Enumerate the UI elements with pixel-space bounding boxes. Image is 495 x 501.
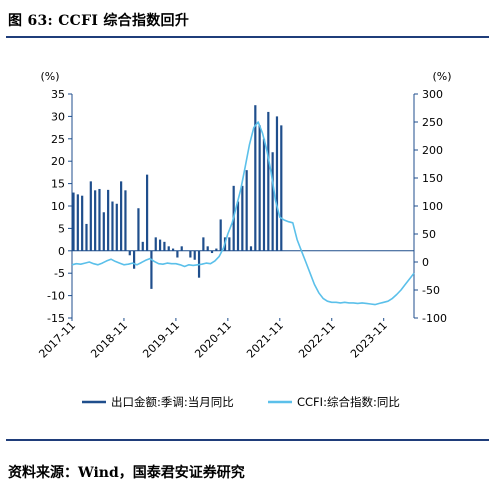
export-bar	[210, 250, 214, 254]
left-axis-unit: (%)	[40, 70, 59, 83]
export-bar	[150, 250, 153, 289]
export-bar	[267, 111, 270, 251]
source-note: 资料来源：Wind，国泰君安证券研究	[8, 465, 245, 481]
export-bar	[102, 212, 105, 251]
right-tick-label: 250	[422, 116, 443, 129]
export-bar	[85, 223, 88, 251]
legend: 出口金额:季调:当月同比 CCFI:综合指数:同比	[82, 395, 400, 409]
x-tick-label: 2020-11	[192, 319, 234, 361]
export-bar	[236, 201, 240, 251]
export-bar	[215, 248, 218, 251]
x-tick-label: 2022-11	[296, 319, 338, 361]
export-bar	[128, 250, 131, 256]
left-tick-label: 10	[51, 200, 65, 213]
right-tick-label: 0	[422, 256, 429, 269]
export-bar	[228, 237, 231, 251]
export-bar	[258, 125, 261, 251]
export-bar	[107, 189, 110, 251]
export-bar	[271, 152, 274, 251]
export-bar	[72, 192, 75, 251]
export-bar	[89, 181, 92, 251]
x-tick-label: 2021-11	[244, 319, 286, 361]
right-tick-label: 200	[422, 144, 443, 157]
export-bar	[120, 181, 123, 251]
export-bar	[193, 250, 196, 260]
left-tick-label: 35	[51, 88, 65, 101]
left-tick-label: 15	[51, 178, 65, 191]
export-bar	[76, 194, 79, 251]
source-rule	[6, 439, 489, 441]
left-tick-label: 0	[58, 245, 65, 258]
right-tick-label: 50	[422, 228, 436, 241]
export-bar	[111, 201, 114, 251]
right-tick-label: 100	[422, 200, 443, 213]
left-tick-label: 30	[51, 110, 65, 123]
right-axis-unit: (%)	[432, 70, 451, 83]
export-bar	[141, 241, 144, 251]
x-tick-label: 2023-11	[348, 319, 390, 361]
chart-title: 图 63: CCFI 综合指数回升	[8, 13, 190, 29]
x-tick-label: 2017-11	[36, 319, 78, 361]
export-bar	[124, 190, 127, 251]
export-bar	[249, 246, 253, 251]
left-tick-label: 5	[58, 222, 65, 235]
left-tick-label: -15	[47, 312, 65, 325]
export-bar	[280, 125, 283, 251]
export-bar	[158, 239, 162, 251]
chart: -15-10-505101520253035-100-5005010015020…	[36, 70, 451, 409]
line-series	[71, 121, 415, 306]
export-bar	[154, 237, 157, 251]
legend-label-export: 出口金额:季调:当月同比	[111, 395, 234, 409]
x-tick-label: 2019-11	[140, 319, 182, 361]
right-tick-label: 300	[422, 88, 443, 101]
left-tick-label: 20	[51, 155, 65, 168]
export-bar	[171, 248, 175, 251]
export-bar	[245, 170, 248, 251]
bar-series	[72, 105, 283, 289]
x-tick-label: 2018-11	[88, 319, 130, 361]
export-bar	[189, 250, 192, 258]
export-bar	[115, 203, 118, 251]
left-tick-label: 25	[51, 133, 65, 146]
right-tick-label: -50	[422, 284, 440, 297]
export-bar	[137, 208, 140, 251]
export-bar	[202, 237, 205, 251]
export-bar	[167, 246, 170, 251]
export-bar	[180, 246, 183, 251]
ccfi-line	[71, 121, 415, 306]
export-bar	[206, 246, 209, 251]
export-bar	[241, 185, 244, 251]
right-tick-label: 150	[422, 172, 443, 185]
right-tick-label: -100	[422, 312, 447, 325]
export-bar	[133, 250, 136, 269]
export-bar	[176, 250, 179, 258]
export-bar	[275, 116, 279, 251]
left-tick-label: -5	[54, 267, 65, 280]
export-bar	[81, 195, 84, 251]
export-bar	[98, 188, 101, 251]
export-bar	[262, 138, 266, 251]
export-bar	[254, 105, 257, 251]
export-bar	[94, 190, 97, 251]
left-tick-label: -10	[47, 290, 65, 303]
legend-label-ccfi: CCFI:综合指数:同比	[297, 395, 400, 409]
export-bar	[145, 174, 149, 251]
export-bar	[219, 219, 222, 251]
export-bar	[163, 241, 166, 251]
title-rule	[6, 36, 489, 38]
